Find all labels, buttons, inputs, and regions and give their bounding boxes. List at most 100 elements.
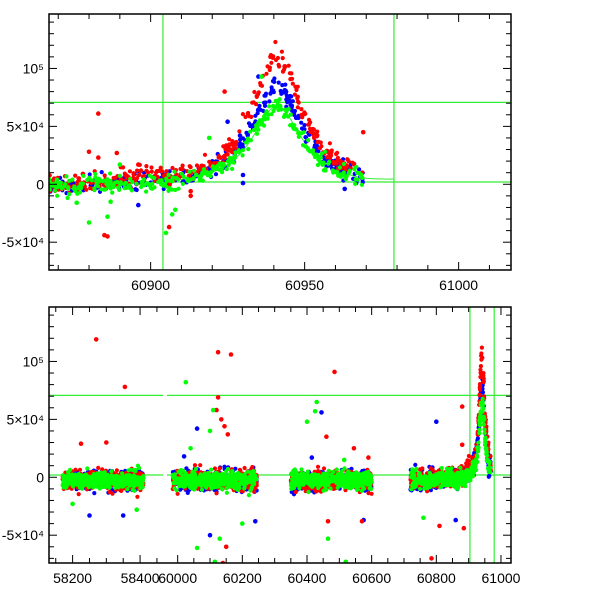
data-point-r	[252, 489, 257, 494]
data-point-g	[176, 186, 181, 191]
data-point-g	[150, 181, 155, 186]
data-point-g	[86, 477, 91, 482]
data-point-r	[366, 491, 371, 496]
data-point-b	[299, 120, 304, 125]
data-point-g	[126, 468, 131, 473]
data-point-b	[92, 491, 97, 496]
data-point-r	[294, 87, 299, 93]
data-point-g	[68, 467, 73, 472]
data-point-g	[180, 181, 185, 186]
data-point-g	[191, 176, 196, 181]
data-point-g	[132, 488, 137, 493]
data-point-g	[74, 200, 79, 206]
data-point-r	[227, 137, 232, 142]
data-point-r	[156, 168, 162, 173]
data-point-g	[233, 150, 238, 155]
data-point-g	[93, 175, 98, 180]
data-point-g	[108, 199, 113, 204]
data-point-g	[79, 479, 84, 484]
data-point-g	[236, 148, 241, 153]
data-point-g	[231, 160, 236, 165]
data-point-r	[247, 114, 252, 119]
data-point-g	[65, 481, 71, 486]
data-point-g	[220, 486, 225, 491]
data-point-g	[192, 168, 197, 173]
data-point-g	[105, 180, 110, 185]
data-point-g	[209, 467, 214, 472]
plot-area	[49, 14, 511, 270]
data-point-r	[478, 370, 483, 375]
data-point-b	[289, 94, 294, 99]
data-point-g	[69, 475, 74, 480]
data-point-r	[96, 465, 101, 470]
data-point-r	[329, 150, 334, 155]
data-point-g	[102, 470, 107, 475]
data-point-b	[181, 454, 187, 459]
data-point-g	[119, 481, 124, 486]
data-point-r	[73, 173, 78, 178]
data-point-r	[77, 467, 83, 472]
data-point-r	[420, 466, 425, 471]
data-point-b	[302, 123, 307, 128]
data-point-g	[359, 182, 364, 187]
data-point-g	[187, 169, 192, 174]
data-point-r	[207, 159, 212, 164]
data-point-g	[77, 184, 82, 189]
data-point-r	[461, 525, 467, 531]
x-tick-label: 58400	[121, 570, 160, 586]
data-point-g	[128, 176, 133, 181]
data-point-b	[272, 76, 277, 81]
data-point-r	[437, 523, 442, 529]
data-point-g	[107, 484, 112, 489]
data-point-r	[158, 165, 163, 170]
data-point-g	[55, 193, 60, 198]
data-point-r	[258, 83, 263, 88]
data-point-r	[114, 468, 119, 473]
data-point-r	[216, 155, 221, 160]
data-point-g	[116, 185, 121, 190]
data-point-g	[306, 137, 311, 143]
data-point-r	[425, 489, 430, 494]
data-point-g	[61, 184, 66, 189]
y-tick-label: 0	[36, 176, 44, 192]
data-point-g	[140, 485, 145, 490]
data-point-g	[61, 474, 66, 479]
data-point-r	[315, 129, 320, 134]
data-point-r	[477, 393, 482, 398]
data-point-g	[118, 476, 123, 481]
data-point-g	[140, 479, 145, 484]
data-point-g	[133, 474, 138, 479]
data-point-g	[110, 190, 115, 195]
data-point-g	[96, 184, 101, 189]
data-point-r	[478, 364, 483, 369]
data-point-g	[123, 180, 128, 185]
data-point-g	[312, 152, 317, 158]
data-point-b	[292, 108, 297, 114]
data-point-r	[293, 489, 298, 495]
x-tick-label: 58200	[53, 570, 92, 586]
data-point-g	[240, 148, 245, 153]
data-point-r	[328, 155, 333, 160]
data-point-g	[209, 170, 214, 175]
data-point-b	[257, 103, 262, 108]
data-point-r	[478, 384, 483, 389]
data-point-r	[264, 71, 269, 76]
data-point-r	[222, 89, 227, 94]
data-point-r	[276, 62, 281, 67]
data-point-r	[459, 404, 465, 409]
data-point-b	[413, 462, 418, 467]
data-point-r	[166, 224, 172, 230]
data-point-g	[170, 179, 175, 184]
data-point-b	[246, 121, 252, 126]
data-point-g	[166, 172, 171, 177]
data-point-r	[242, 465, 247, 471]
data-point-r	[246, 110, 251, 116]
data-point-r	[240, 112, 245, 117]
data-point-g	[208, 173, 213, 179]
data-point-r	[295, 96, 300, 101]
data-point-g	[65, 195, 70, 201]
data-point-g	[185, 178, 190, 183]
data-point-b	[434, 419, 439, 425]
